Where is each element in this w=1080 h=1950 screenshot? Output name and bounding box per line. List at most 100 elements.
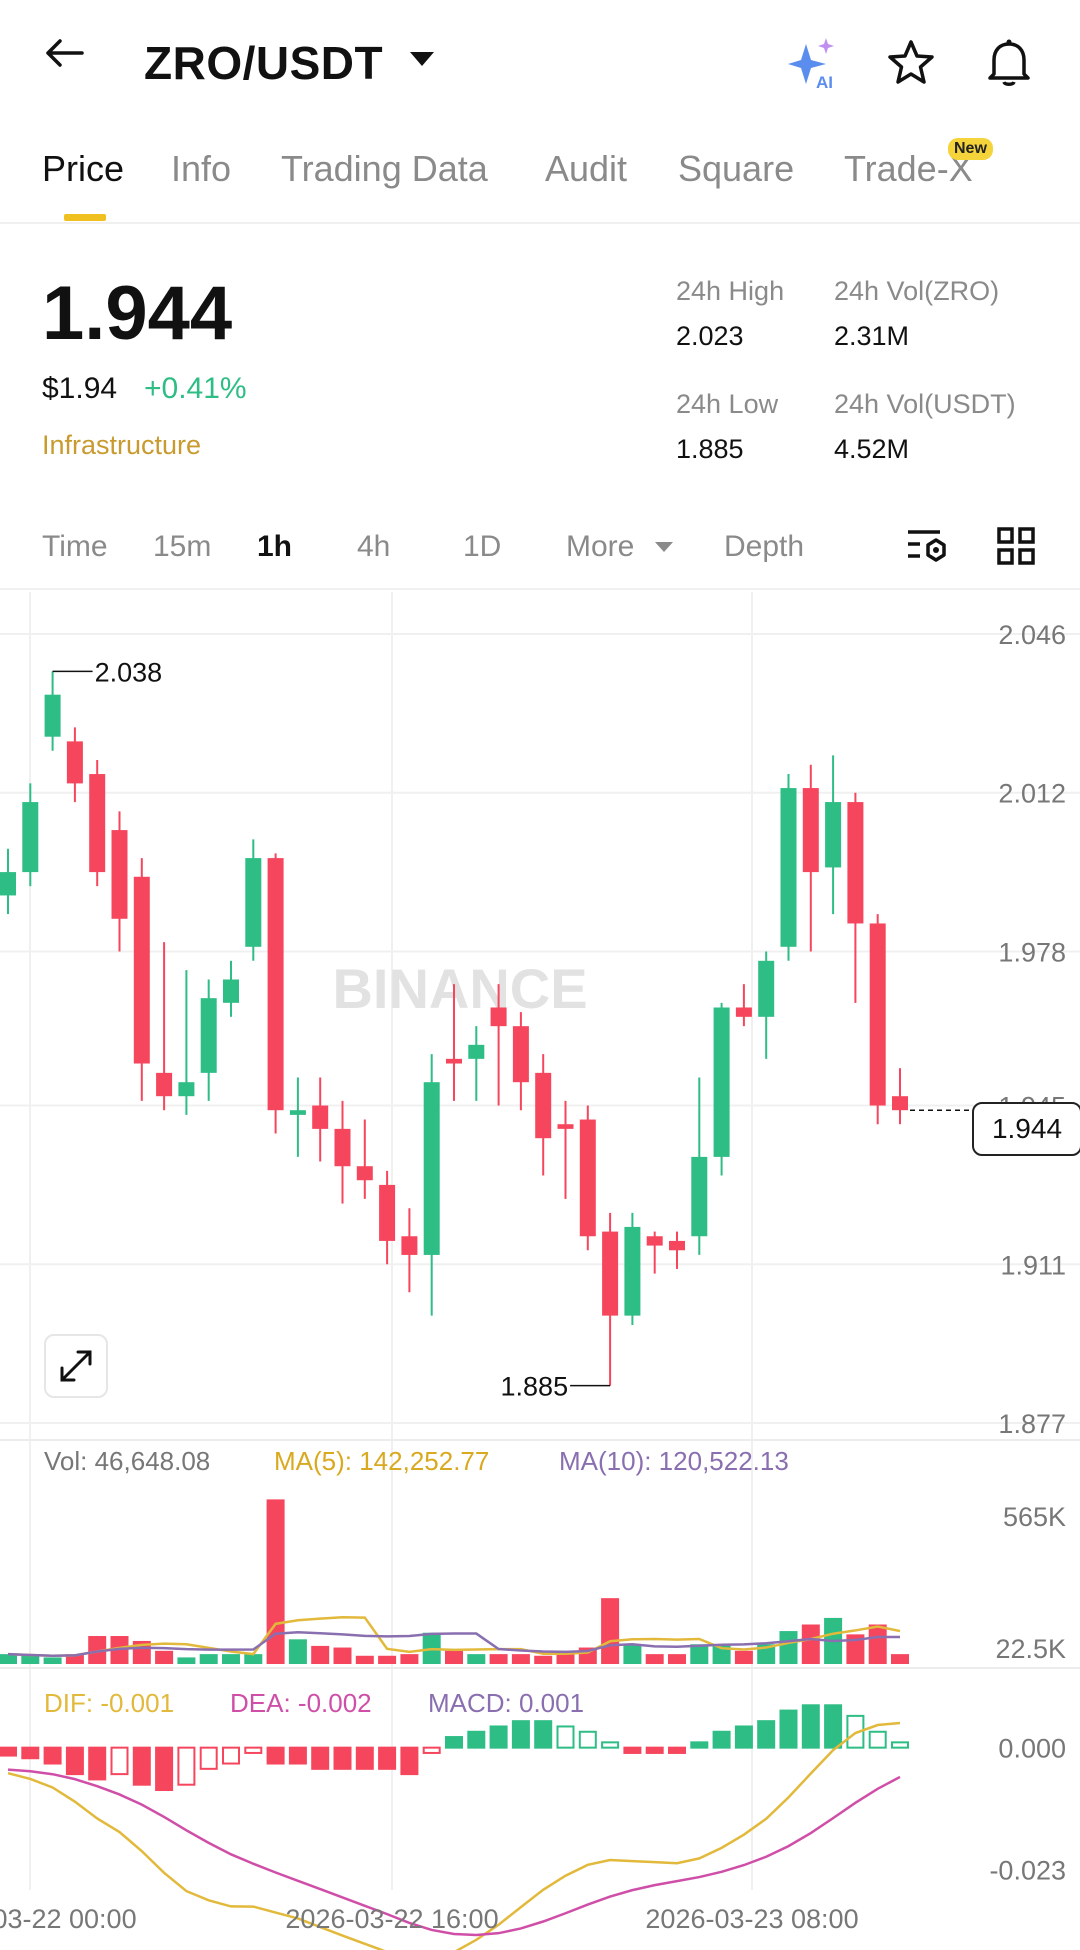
time-axis-label: 2026-03-23 08:00 — [645, 1904, 858, 1934]
dif-legend: DIF: -0.001 — [44, 1688, 175, 1718]
watermark: BINANCE — [332, 957, 587, 1020]
tab-info[interactable]: Info — [171, 148, 232, 189]
candle — [669, 1231, 685, 1269]
candle-body — [602, 1231, 619, 1316]
candle — [646, 1231, 663, 1274]
vol-zro-value: 2.31M — [834, 321, 910, 351]
chart-grid — [0, 592, 1080, 1890]
candle-body — [735, 1007, 752, 1017]
interval-more[interactable]: More — [566, 530, 635, 563]
star-icon[interactable] — [886, 38, 936, 88]
expand-chart-button[interactable] — [44, 1334, 108, 1398]
tab-trading-data[interactable]: Trading Data — [281, 148, 488, 189]
macd-bar — [21, 1746, 40, 1760]
vol-ma10-legend: MA(10): 120,522.13 — [559, 1446, 789, 1476]
interval-time[interactable]: Time — [42, 530, 108, 563]
candle — [423, 1054, 440, 1316]
pair-dropdown-icon[interactable] — [410, 52, 434, 66]
category-tag[interactable]: Infrastructure — [42, 430, 202, 460]
candle-body — [713, 1007, 730, 1157]
volume-bar — [177, 1657, 196, 1664]
price-axis-label: 1.877 — [998, 1409, 1066, 1439]
macd-bar — [578, 1730, 597, 1749]
volume-bar — [65, 1654, 84, 1664]
macd-bar — [222, 1746, 240, 1765]
volume-bar — [311, 1645, 330, 1664]
high-value: 2.023 — [676, 321, 744, 351]
volume-bar — [21, 1655, 40, 1664]
volume-bar — [779, 1631, 798, 1664]
more-dropdown-icon[interactable] — [655, 542, 673, 552]
macd-bar — [467, 1730, 486, 1749]
candle-body — [200, 998, 217, 1073]
grid-layout-icon[interactable] — [996, 526, 1036, 566]
candle-body — [669, 1240, 685, 1251]
macd-axis-label: 0.000 — [998, 1734, 1066, 1764]
macd-bar — [445, 1736, 463, 1749]
candles — [0, 671, 908, 1386]
macd-bar — [824, 1704, 843, 1749]
interval-1d[interactable]: 1D — [463, 530, 502, 563]
tab-audit[interactable]: Audit — [545, 148, 628, 189]
macd-bar — [511, 1720, 530, 1749]
candle — [44, 671, 61, 751]
volume-ma5-line — [7, 1616, 901, 1658]
candle-body — [780, 788, 797, 947]
interval-15m[interactable]: 15m — [153, 530, 212, 563]
candle — [356, 1119, 373, 1199]
volume-axis-label: 565K — [1003, 1502, 1066, 1532]
candle — [245, 839, 262, 961]
macd-bar — [311, 1746, 330, 1770]
candle-body — [802, 788, 819, 873]
tab-square[interactable]: Square — [678, 148, 795, 189]
candle-body — [356, 1166, 373, 1181]
candle — [401, 1208, 418, 1293]
new-badge: New — [948, 138, 993, 160]
bell-icon[interactable] — [984, 36, 1034, 88]
macd-bar — [288, 1746, 307, 1765]
macd-bar — [757, 1720, 776, 1749]
macd-bar — [132, 1746, 151, 1786]
interval-4h[interactable]: 4h — [357, 530, 391, 563]
macd-bar — [65, 1746, 84, 1776]
volume-bar — [645, 1654, 664, 1664]
high-marker-label: 2.038 — [95, 657, 163, 687]
macd-bar — [110, 1746, 129, 1776]
pair-title[interactable]: ZRO/USDT — [144, 37, 384, 89]
volume-bar — [244, 1654, 263, 1664]
price-change: +0.41% — [144, 372, 247, 405]
candle — [579, 1105, 596, 1251]
top-bar: ZRO/USDT AI — [0, 0, 1080, 130]
volume-bar — [489, 1654, 508, 1664]
interval-depth[interactable]: Depth — [724, 530, 805, 563]
candle — [111, 811, 128, 952]
candle — [780, 774, 797, 961]
interval-1h[interactable]: 1h — [257, 530, 293, 563]
candle — [267, 853, 284, 1134]
interval-divider — [0, 588, 1080, 590]
macd-bar — [645, 1746, 664, 1754]
macd-bar — [623, 1746, 642, 1754]
macd-axis: 0.000 -0.023 — [989, 1734, 1066, 1886]
candle-body — [758, 960, 775, 1017]
chart-settings-icon[interactable] — [906, 526, 950, 566]
macd-bar — [690, 1741, 709, 1749]
ai-sparkle-icon[interactable]: AI — [786, 36, 844, 92]
candle-body — [245, 858, 262, 947]
arrow-left-icon[interactable] — [44, 38, 84, 68]
macd-bar — [333, 1746, 352, 1770]
tab-price[interactable]: Price — [42, 148, 125, 189]
vol-ma5-legend: MA(5): 142,252.77 — [274, 1446, 490, 1476]
candle — [178, 970, 195, 1115]
candle-body — [66, 741, 83, 784]
candle-body — [289, 1110, 306, 1115]
candle — [22, 783, 39, 887]
candle — [379, 1170, 396, 1265]
macd-bar — [422, 1746, 441, 1754]
candle — [66, 727, 83, 803]
volume-bar — [199, 1654, 218, 1664]
volume-bar — [511, 1654, 530, 1664]
